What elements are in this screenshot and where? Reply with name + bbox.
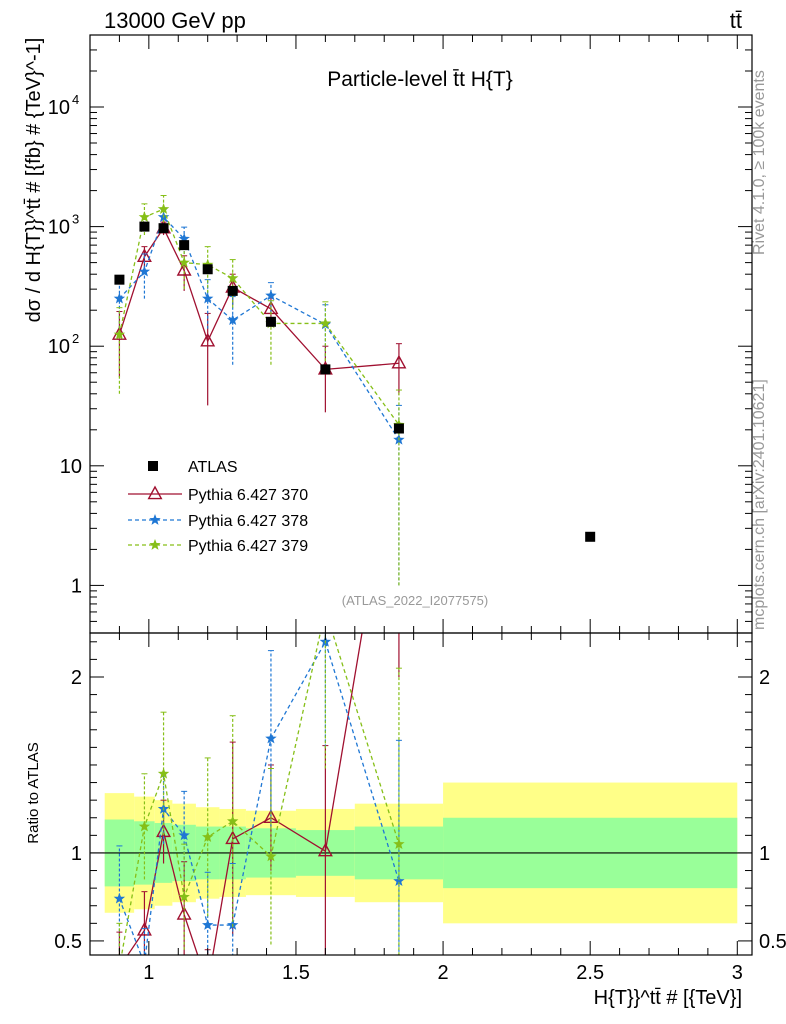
legend: ATLAS Pythia 6.427 370 Pythia 6.427 378 Pyt… [128,459,308,555]
data-point [227,314,239,325]
ratio-point [113,892,126,904]
y-tick-label: 10 [48,217,70,239]
data-point [265,289,277,301]
ratio-point [113,960,126,972]
ratio-y-tick-label-right: 2 [759,667,770,689]
ratio-frame [89,632,753,956]
x-tick-label: 1 [143,962,154,984]
ratio-y-tick-label-right: 0.5 [759,931,786,953]
main-watermark: (ATLAS_2022_I2077575) [342,593,488,608]
ratio-series-line-0 [126,633,363,955]
ratio-point [317,842,333,857]
y-tick-label: 10 [48,336,70,358]
ratio-y-tick-label: 2 [71,667,82,689]
atlas-data-point [202,264,213,275]
data-point [202,292,214,304]
ratio-point [265,850,277,862]
ratio-point [227,815,239,827]
data-point [319,317,332,329]
ratio-point [138,820,151,832]
x-axis-label: H{T}}^tt̄ # [{TeV}] [594,987,742,1009]
ratio-point [393,838,405,849]
data-point [113,328,126,340]
data-point [176,261,192,276]
legend-label: ATLAS [188,459,238,476]
legend-label: Pythia 6.427 378 [188,513,308,530]
ratio-point [201,978,214,990]
ratio-point [393,875,405,886]
atlas-data-point [265,316,276,327]
ratio-y-tick-label: 1 [71,843,82,865]
data-point [178,256,190,268]
ratio-panel: 0.5 0.5 1 1 2 2 1 1.5 2 2.5 3 Ratio to ATLAS H{T}}… [25,604,786,1009]
header-process-label: tt̄ [730,8,742,33]
atlas-data-point [227,285,238,296]
ratio-point [202,831,214,842]
x-tick-label: 2.5 [576,962,604,984]
ratio-point [225,830,241,845]
y-tick-label: 10 [48,97,70,119]
ratio-point [157,767,170,779]
atlas-data-point [585,531,596,542]
ratio-point [202,919,214,930]
data-point [200,332,216,347]
y-tick-label-exponent: 3 [72,212,79,227]
data-point [178,232,190,244]
y-tick-label: 10 [60,456,82,478]
main-title: Particle-level t̄t H{T} [327,68,513,91]
ratio-point [178,829,190,841]
legend-marker [149,539,161,550]
atlas-data-point [114,274,125,285]
data-point [157,203,170,214]
series-line-2 [118,215,400,441]
x-tick-label: 3 [732,962,743,984]
atlas-data-point [179,240,190,251]
ratio-y-tick-label-right: 1 [759,843,770,865]
header-energy-label: 13000 GeV pp [104,8,246,33]
atlas-data-point [320,364,331,375]
ratio-point [136,921,152,936]
legend-label: Pythia 6.427 370 [188,487,308,504]
rivet-version-label: Rivet 4.1.0, ≥ 100k events [751,70,768,255]
mcplots-label: mcplots.cern.ch [arXiv:2401.10621] [751,379,768,630]
atlas-data-point [393,423,404,434]
series-line-1 [118,226,399,371]
data-point [138,265,151,277]
series-line-3 [118,208,400,426]
data-point [202,258,214,270]
data-point [227,272,239,284]
ratio-point [265,732,277,744]
ratio-y-axis-label: Ratio to ATLAS [25,742,42,843]
data-point [138,211,151,222]
y-tick-label-exponent: 4 [72,92,79,107]
ratio-point [178,890,190,902]
ratio-y-tick-label: 0.5 [54,931,82,953]
legend-marker [147,485,163,500]
main-y-axis-label: dσ / d H{T}}^tt̄ # [{fb} # {TeV}^-1] [23,38,45,323]
ratio-point [320,604,331,615]
atlas-data-point [139,221,150,232]
y-tick-label-exponent: 2 [72,331,79,346]
y-tick-label: 1 [71,575,82,597]
legend-marker [148,461,158,471]
legend-label: Pythia 6.427 379 [188,538,308,555]
data-point [113,292,126,304]
ratio-point [114,961,125,972]
x-tick-label: 2 [438,962,449,984]
x-tick-label: 1.5 [282,962,310,984]
atlas-data-point [158,223,169,234]
data-point [391,354,407,369]
legend-marker [149,514,161,525]
